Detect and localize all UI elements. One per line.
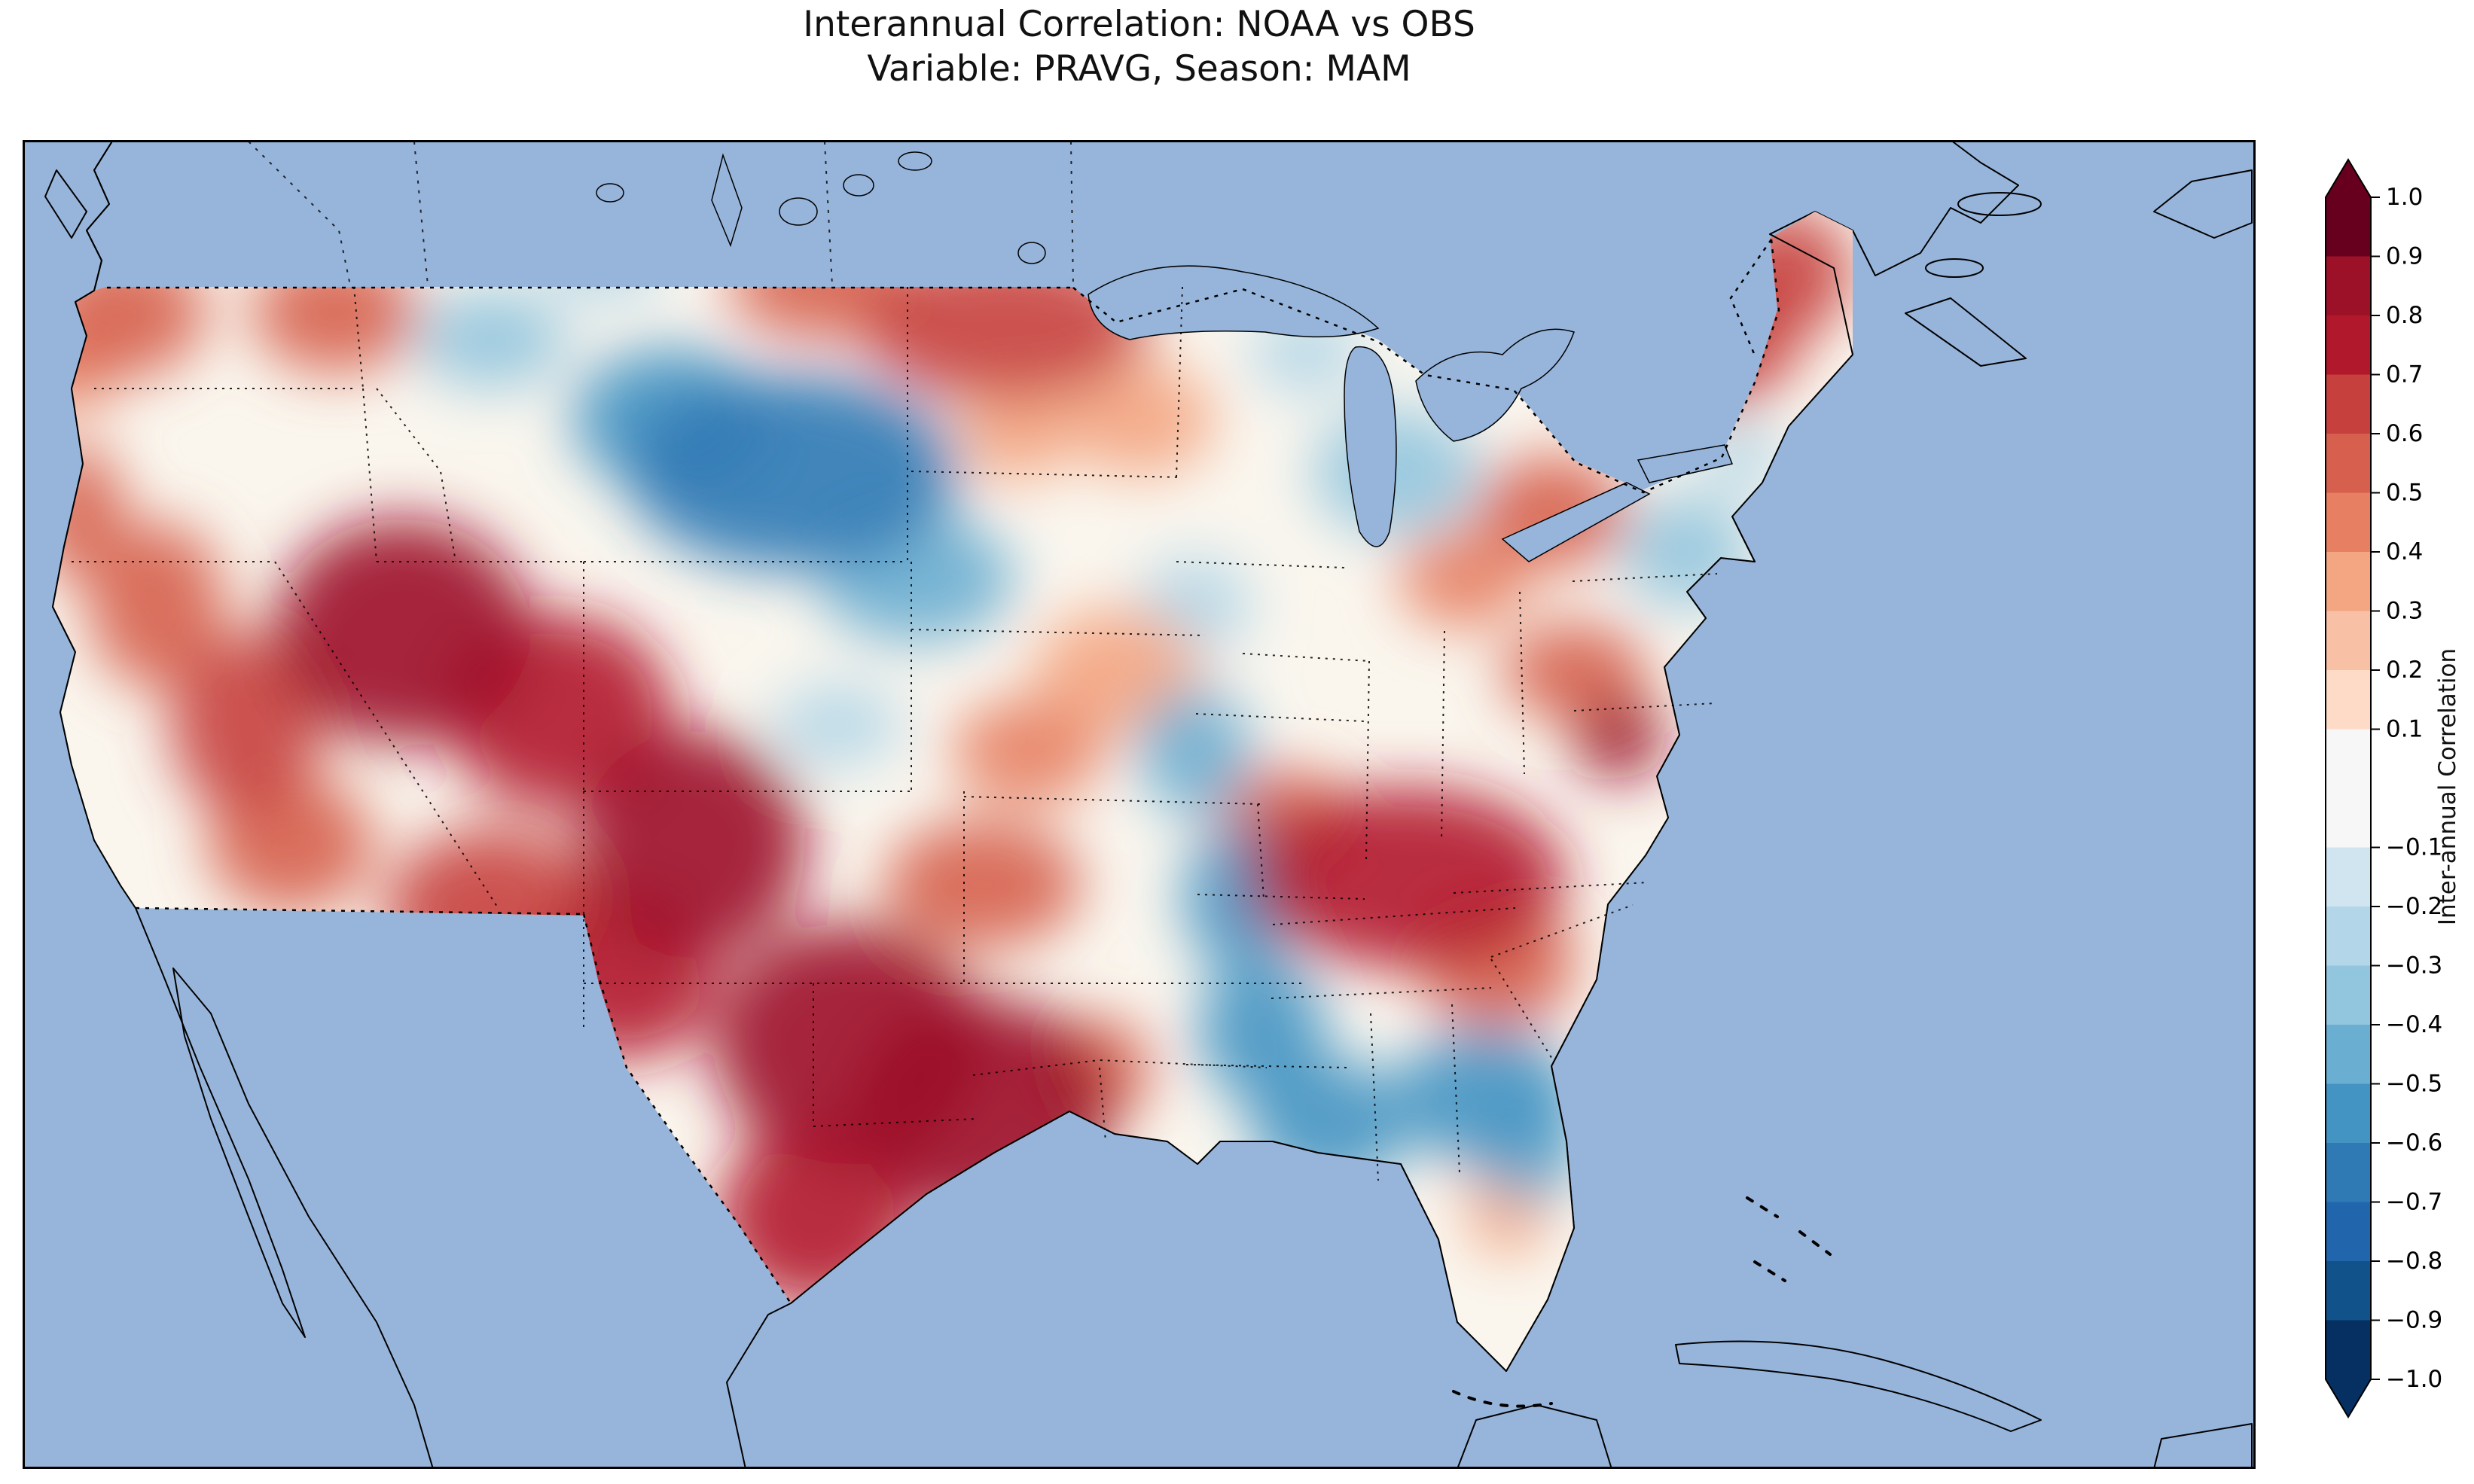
lake-huron	[1415, 328, 1575, 442]
title-line-1: Interannual Correlation: NOAA vs OBS	[803, 4, 1475, 45]
colorbar-tick-label: 0.9	[2386, 243, 2423, 270]
colorbar-segment	[2326, 1083, 2371, 1143]
colorbar-segment	[2326, 1202, 2371, 1261]
lakes	[596, 151, 1734, 562]
lake-michigan	[1344, 346, 1397, 547]
colorbar-segment	[2326, 374, 2371, 434]
vancouver-island	[44, 169, 87, 239]
colorbar-tick-label: 0.2	[2386, 657, 2423, 684]
hispaniola	[2153, 1423, 2253, 1469]
colorbar-segment	[2326, 434, 2371, 493]
correlation-region-colorado-newmexico-core	[579, 731, 806, 958]
colorbar-segment	[2326, 1143, 2371, 1202]
colorbar-tick-label: −0.1	[2386, 834, 2442, 861]
figure-title: Interannual Correlation: NOAA vs OBS Var…	[23, 3, 2256, 92]
colorbar-under-arrow	[2326, 1379, 2371, 1417]
national-borders	[107, 239, 1780, 1304]
newfoundland	[2153, 169, 2253, 239]
correlation-region-southeast-core	[1249, 787, 1566, 968]
colorbar-tick-label: −1.0	[2386, 1366, 2442, 1393]
state-borders	[72, 286, 1718, 1181]
lake-superior	[1088, 265, 1380, 340]
colorbar-tick-label: −0.9	[2386, 1307, 2442, 1334]
anticosti-island	[1957, 192, 2042, 216]
lake-ontario	[1637, 444, 1734, 483]
colorbar-tick-label: −0.7	[2386, 1189, 2442, 1216]
lake-winnipeg	[711, 153, 743, 248]
colorbar-segment	[2326, 1025, 2371, 1084]
title-line-2: Variable: PRAVG, Season: MAM	[867, 47, 1411, 90]
colorbar-tick-label: −0.5	[2386, 1071, 2442, 1098]
colorbar-segment	[2326, 847, 2371, 907]
map-frame	[23, 140, 2256, 1469]
canadian-lake	[843, 174, 874, 197]
correlation-region-wisconsin	[1063, 362, 1215, 476]
coastline-stroke	[52, 140, 1853, 1372]
colorbar: 1.0 0.9 0.8 0.7 0.6 0.5 0.4 0.3 0.2 0.1 −0.1 −0.2 −0…	[2325, 158, 2442, 1418]
colorbar-tick-label: −0.6	[2386, 1129, 2442, 1156]
nova-scotia	[1905, 297, 2027, 367]
correlation-region-idaho-montana	[416, 290, 567, 389]
prince-edward-island	[1925, 258, 1984, 278]
colorbar-tick-label: −0.4	[2386, 1011, 2442, 1038]
correlation-map	[23, 140, 2256, 1469]
correlation-region-minnesota-west	[959, 383, 1073, 482]
correlation-region-kansas	[952, 698, 1103, 804]
correlation-region-upper-mississippi-valley	[1138, 687, 1252, 815]
colorbar-tick-label: 0.5	[2386, 480, 2423, 507]
colorbar-tick-label: −0.8	[2386, 1248, 2442, 1275]
colorbar-segment	[2326, 729, 2371, 848]
correlation-region-west-texas-core	[713, 923, 985, 1165]
colorbar-over-arrow	[2326, 160, 2371, 197]
correlation-region-oklahoma	[884, 820, 1081, 949]
lake-erie	[1501, 482, 1651, 562]
colorbar-segment	[2326, 611, 2371, 670]
colorbar-axis-label: Inter-annual Correlation	[2434, 648, 2461, 926]
correlation-region-northern-california	[88, 522, 224, 688]
florida-keys	[1452, 1390, 1553, 1408]
lake-manitoba	[779, 197, 818, 226]
colorbar-segment	[2326, 315, 2371, 375]
correlation-region-cape-hatteras	[1573, 696, 1664, 780]
colorbar-segment	[2326, 1261, 2371, 1321]
cuba	[1675, 1340, 2042, 1432]
canadian-lake	[898, 151, 932, 171]
canadian-lake	[596, 183, 624, 203]
colorbar-tick-label: 0.8	[2386, 302, 2423, 329]
colorbar-segment	[2326, 256, 2371, 315]
bahamas	[1746, 1196, 1832, 1282]
colorbar-tick-label: 0.6	[2386, 420, 2423, 447]
colorbar-segment	[2326, 552, 2371, 611]
colorbar-tick-label: 0.1	[2386, 716, 2423, 743]
colorbar-segment	[2326, 492, 2371, 552]
colorbar-segment	[2326, 1320, 2371, 1379]
correlation-region-virginia	[1502, 623, 1646, 721]
islands	[44, 169, 2253, 1469]
correlation-region-california-sierra	[170, 634, 322, 815]
colorbar-tick-label: 0.3	[2386, 598, 2423, 625]
correlation-region-nevada-core	[274, 519, 531, 745]
correlation-region-ohio-valley	[1399, 529, 1527, 628]
lake-of-the-woods	[1017, 242, 1046, 264]
colorbar-tick-label: 0.4	[2386, 538, 2423, 565]
colorbar-segment	[2326, 907, 2371, 966]
colorbar-tick-label: −0.2	[2386, 893, 2442, 920]
colorbar-tick-label: 0.7	[2386, 361, 2423, 389]
colorbar-segment	[2326, 670, 2371, 730]
colorbar-tick-label: −0.3	[2386, 952, 2442, 980]
yucatan	[1457, 1404, 1612, 1469]
colorbar-segment	[2326, 197, 2371, 257]
colorbar-tick-label: 1.0	[2386, 184, 2423, 211]
correlation-region-wyoming-nebraska-core	[627, 374, 959, 571]
colorbar-segment	[2326, 965, 2371, 1025]
correlation-region-florida-panhandle-georgia	[1395, 1028, 1576, 1165]
correlation-region-west-kansas	[773, 683, 902, 766]
